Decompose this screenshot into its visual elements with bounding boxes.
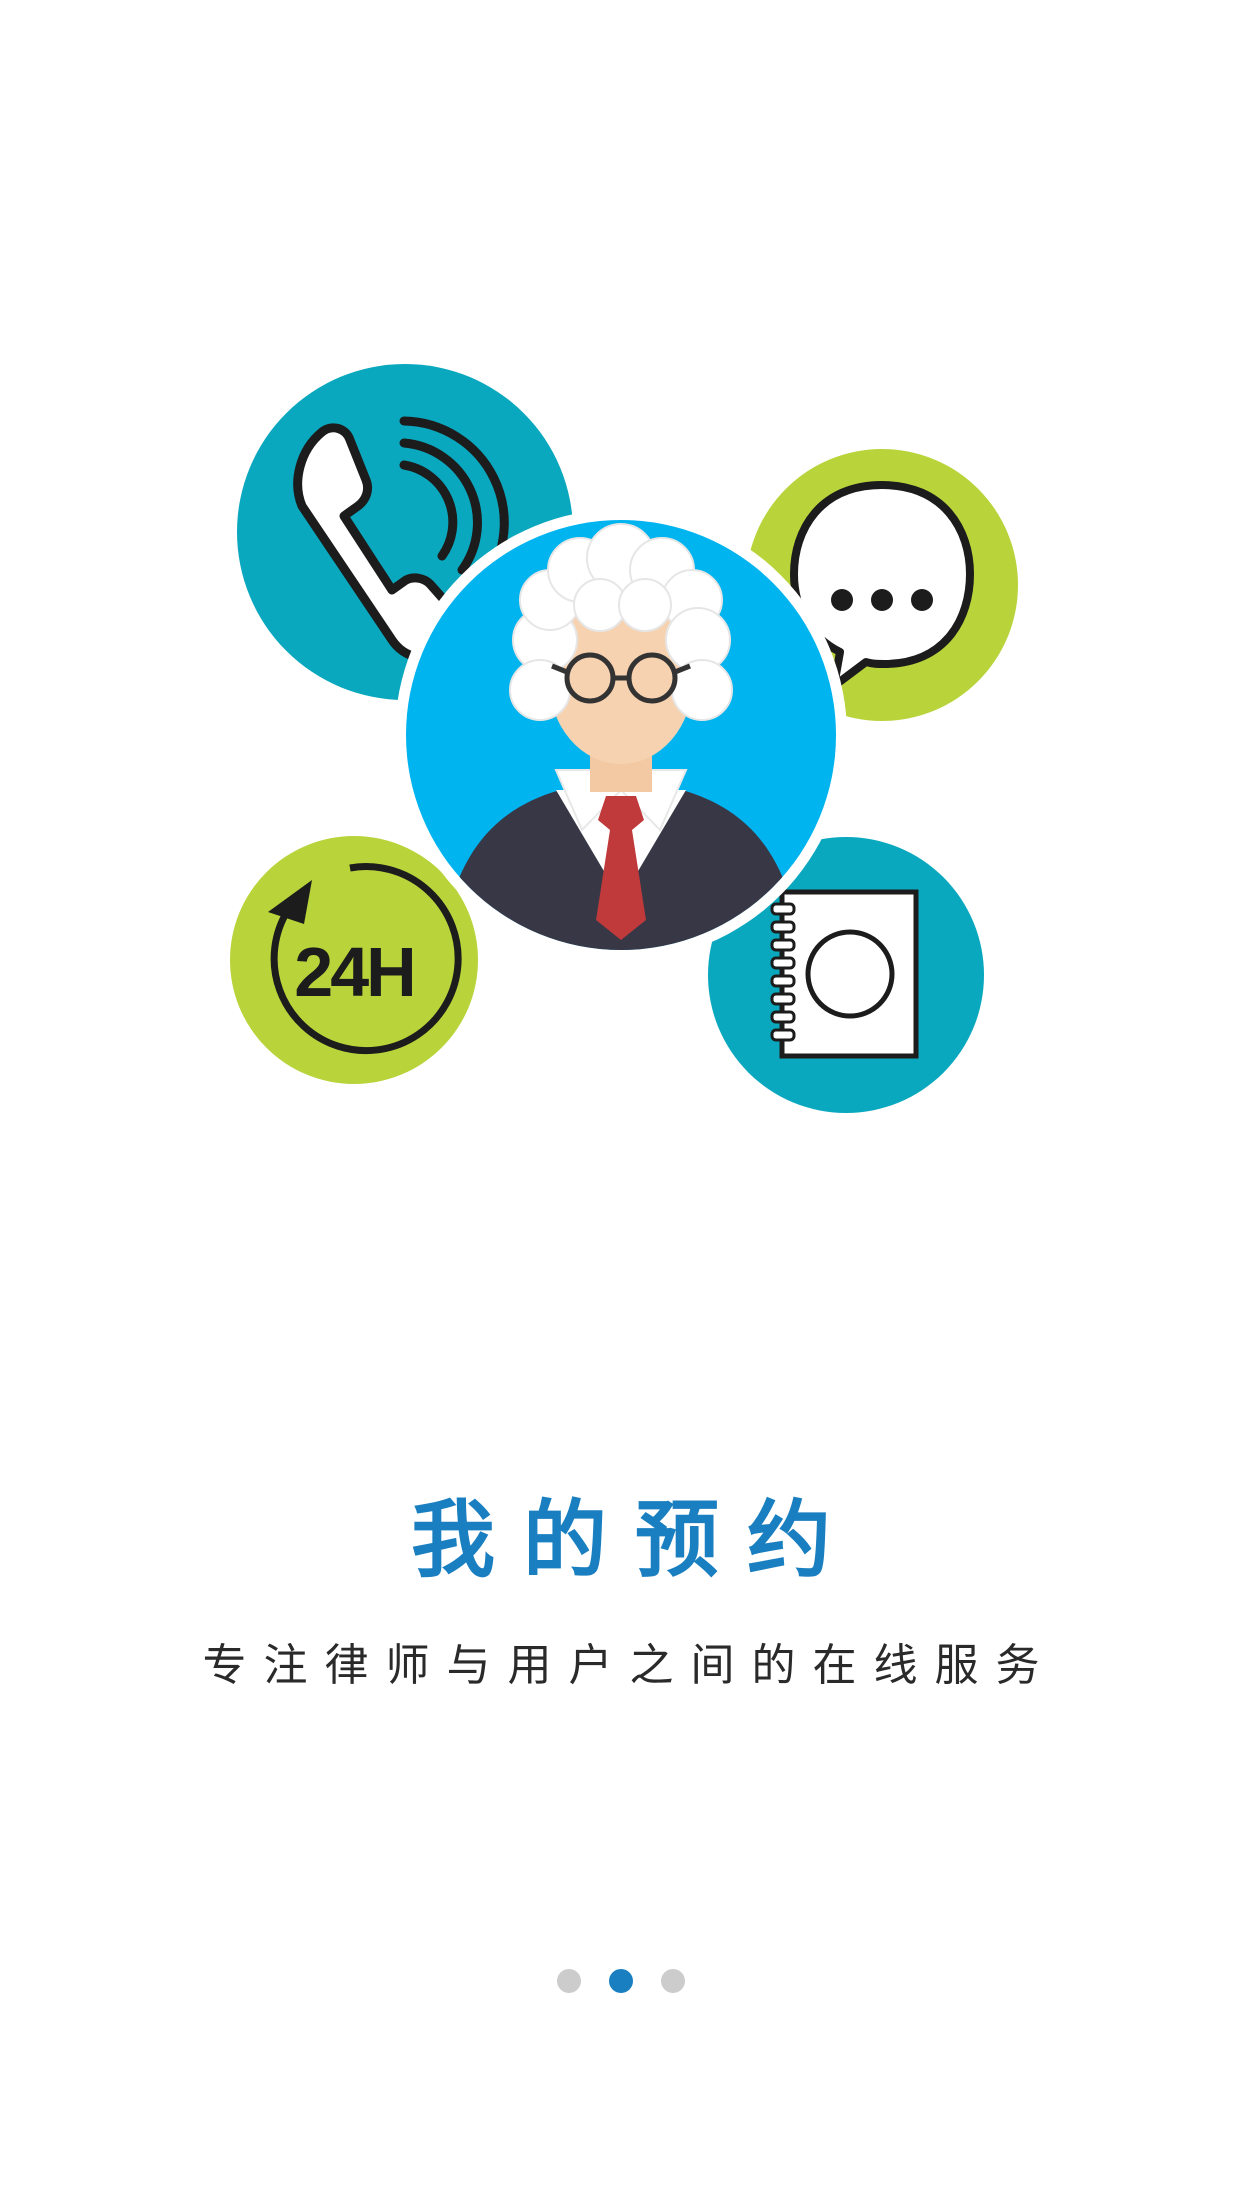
page-title: 我的预约: [410, 1491, 859, 1589]
clock-24h-icon: 24H: [230, 836, 478, 1084]
onboarding-illustration: 24H: [230, 364, 1018, 1113]
page-indicator-dot-3[interactable]: [661, 1969, 685, 1993]
page-subtitle: 专注律师与用户之间的在线服务: [202, 1640, 1057, 1691]
page-indicator-dot-2[interactable]: [609, 1969, 633, 1993]
page-indicator: [0, 1968, 1242, 1994]
clock-24h-label: 24H: [294, 933, 413, 1011]
page-indicator-dot-1[interactable]: [557, 1969, 581, 1993]
lawyer-avatar: [395, 509, 847, 961]
chat-bubble-icon: [746, 449, 1018, 721]
notebook-icon: [708, 837, 984, 1113]
